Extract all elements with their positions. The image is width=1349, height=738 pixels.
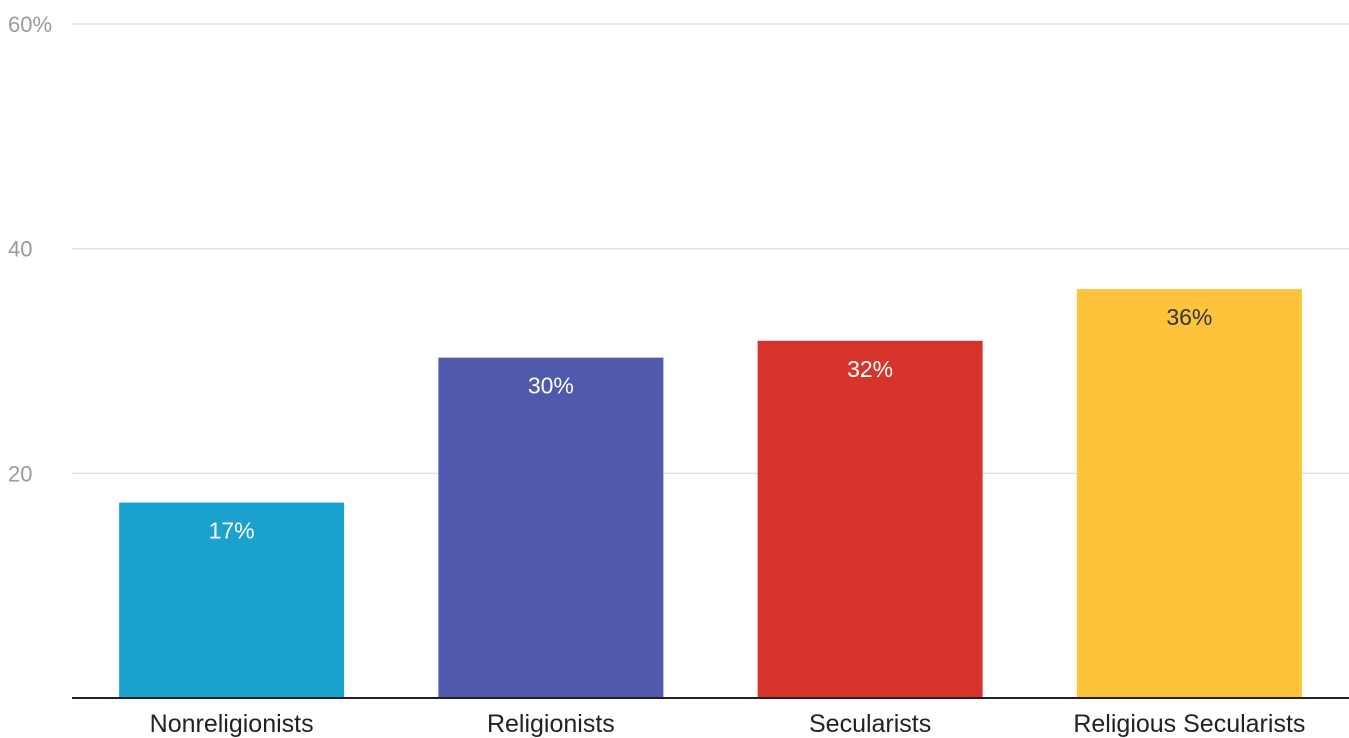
y-tick-label: 40: [8, 237, 32, 262]
x-tick-label: Nonreligionists: [150, 710, 314, 738]
bar-value-label: 36%: [1166, 304, 1212, 330]
bar-value-label: 17%: [209, 518, 255, 544]
bar: [438, 357, 664, 698]
bar: [1076, 289, 1302, 698]
x-tick-label: Religious Secularists: [1073, 710, 1305, 738]
x-tick-label: Religionists: [487, 710, 615, 738]
bar-value-label: 30%: [528, 373, 574, 399]
bar-value-labels: 17% 30% 32% 36%: [209, 304, 1213, 543]
y-tick-label: 20: [8, 461, 32, 486]
x-tick-label: Secularists: [809, 710, 931, 738]
y-tick-label: 60%: [8, 12, 52, 37]
bar: [757, 340, 983, 698]
y-axis-tick-labels: 20 40 60%: [8, 12, 52, 486]
bar: [119, 502, 345, 698]
bar-value-label: 32%: [847, 356, 893, 382]
bars: [119, 289, 1302, 698]
x-axis-tick-labels: Nonreligionists Religionists Secularists Re…: [150, 710, 1306, 738]
